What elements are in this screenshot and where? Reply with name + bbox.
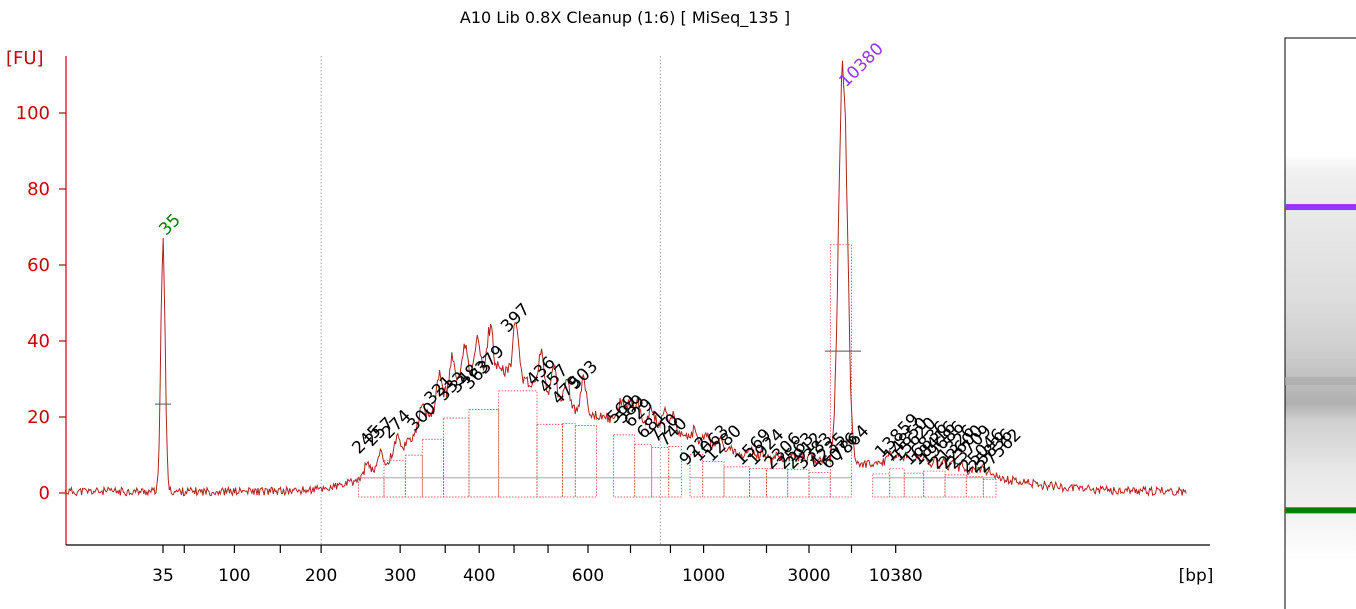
x-tick-label: 35 xyxy=(152,566,174,586)
x-axis-label: [bp] xyxy=(1179,566,1214,586)
y-tick-label: 20 xyxy=(27,407,50,428)
x-tick-label: 300 xyxy=(384,566,416,586)
peak-region xyxy=(421,438,444,498)
peak-region xyxy=(889,468,905,498)
peak-region xyxy=(443,417,470,498)
peak-region xyxy=(668,446,682,498)
marker-label: 10380 xyxy=(835,39,887,91)
peak-region xyxy=(536,423,563,498)
peak-region xyxy=(404,454,423,498)
y-tick-label: 100 xyxy=(16,103,50,124)
gridlines xyxy=(320,56,661,545)
peak-region xyxy=(651,447,670,498)
chart-title: A10 Lib 0.8X Cleanup (1:6) [ MiSeq_135 ] xyxy=(459,8,791,27)
lane-smear xyxy=(1285,377,1356,385)
axes: [FU] 0 20 40 60 80 100 35 100 200 300 400 600 1000 300… xyxy=(6,48,1213,586)
peak-region xyxy=(383,460,406,498)
peak-region xyxy=(808,472,831,498)
peak-region xyxy=(574,425,597,498)
marker-label: 35 xyxy=(155,210,184,239)
peak-region xyxy=(634,443,653,498)
x-tick-label: 3000 xyxy=(787,566,830,586)
x-tick-label: 600 xyxy=(572,566,604,586)
peak-labels: 3510380245257274300321333348363379397436… xyxy=(155,39,1025,477)
trace-line xyxy=(64,60,1187,497)
trace-layer xyxy=(64,60,1187,498)
peak-region xyxy=(829,244,852,498)
y-axis-label: [FU] xyxy=(6,48,44,69)
peak-region xyxy=(923,470,946,498)
lane-band xyxy=(1285,204,1356,211)
peak-region xyxy=(498,390,538,498)
y-tick-label: 80 xyxy=(27,179,50,200)
lane-frame xyxy=(1284,37,1356,609)
peak-region xyxy=(903,472,925,498)
x-tick-label: 10380 xyxy=(869,566,923,586)
peak-region xyxy=(562,423,576,498)
peak-region xyxy=(702,461,725,498)
peak-region xyxy=(468,409,500,498)
peak-region xyxy=(965,476,984,498)
peak-label: 397 xyxy=(497,300,534,337)
peak-region xyxy=(749,468,767,498)
peak-region xyxy=(982,479,997,498)
peak-region xyxy=(944,474,967,498)
peak-region xyxy=(872,473,891,498)
x-tick-label: 400 xyxy=(463,566,495,586)
x-tick-label: 1000 xyxy=(682,566,725,586)
y-tick-label: 40 xyxy=(27,331,50,352)
lane-bands xyxy=(1285,204,1356,514)
peak-region xyxy=(723,466,750,498)
y-tick-label: 0 xyxy=(39,483,50,504)
peak-region xyxy=(613,434,636,498)
y-tick-label: 60 xyxy=(27,255,50,276)
electropherogram-chart: [FU] 0 20 40 60 80 100 35 100 200 300 400 600 1000 300… xyxy=(6,39,1213,586)
peak-region xyxy=(766,468,789,498)
x-tick-label: 200 xyxy=(305,566,337,586)
peak-region xyxy=(358,477,385,498)
gel-lane xyxy=(1284,37,1356,609)
x-tick-label: 100 xyxy=(218,566,250,586)
lane-band xyxy=(1285,507,1356,514)
